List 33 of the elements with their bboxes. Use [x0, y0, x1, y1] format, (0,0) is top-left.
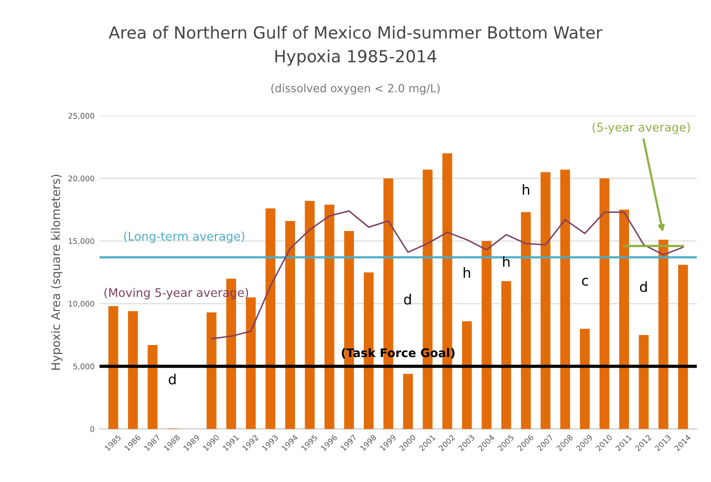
text: (5-year average)	[592, 122, 690, 134]
bar	[128, 311, 138, 429]
annotation: h	[464, 267, 470, 278]
bar	[501, 281, 512, 429]
bar	[520, 212, 531, 429]
bar	[206, 312, 216, 429]
bar	[304, 200, 315, 429]
bar	[108, 306, 118, 429]
bar	[266, 208, 276, 429]
annotation: h	[522, 184, 530, 195]
bar	[482, 241, 492, 429]
bar	[580, 328, 590, 429]
bar	[462, 321, 472, 429]
bar	[600, 178, 610, 429]
bar	[285, 220, 296, 429]
annotation: d	[404, 294, 411, 305]
bar	[324, 204, 334, 429]
annotation: d	[168, 374, 176, 384]
bar	[638, 334, 649, 429]
annotation: d	[640, 281, 647, 292]
bar	[540, 172, 550, 429]
bar	[619, 210, 629, 429]
y-axis-title: Hypoxic Area (square kilometers)	[50, 174, 62, 370]
chart-title: Area of Northern Gulf of Mexico Mid-summer Bottom Water Hypoxia 1985-2014	[108, 26, 602, 66]
bar	[148, 345, 158, 429]
bar	[403, 374, 413, 429]
bar	[658, 240, 668, 429]
bar	[560, 170, 570, 429]
chart-subtitle: (dissolved oxygen < 2.0 mg/L)	[271, 84, 440, 95]
annotation: c	[582, 278, 588, 286]
annotation: h	[503, 256, 510, 267]
bar	[678, 264, 688, 429]
ref-line-label: (Long-term average)	[124, 232, 244, 243]
